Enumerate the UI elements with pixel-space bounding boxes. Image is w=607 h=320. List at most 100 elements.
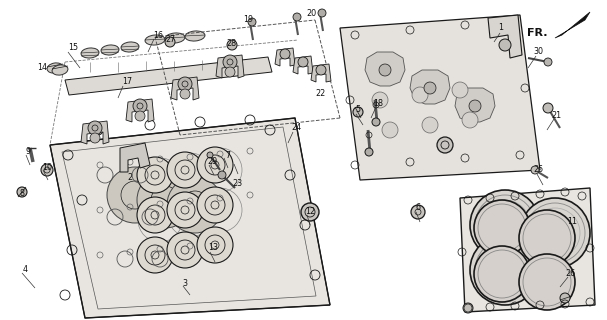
Text: 12: 12 — [305, 207, 315, 217]
Text: 8: 8 — [19, 188, 24, 197]
Circle shape — [379, 64, 391, 76]
Polygon shape — [311, 64, 331, 82]
Circle shape — [462, 112, 478, 128]
Text: 5: 5 — [356, 106, 361, 115]
Circle shape — [353, 107, 363, 117]
Circle shape — [41, 164, 53, 176]
Circle shape — [470, 235, 540, 305]
Text: 1: 1 — [498, 23, 503, 33]
Circle shape — [93, 125, 103, 135]
Ellipse shape — [185, 31, 205, 41]
Circle shape — [135, 111, 145, 121]
Ellipse shape — [165, 33, 185, 43]
Circle shape — [520, 198, 590, 268]
Circle shape — [180, 89, 190, 99]
Circle shape — [474, 246, 530, 302]
Polygon shape — [171, 77, 199, 100]
Circle shape — [372, 118, 380, 126]
Ellipse shape — [52, 65, 68, 75]
Circle shape — [452, 82, 468, 98]
Circle shape — [318, 9, 326, 17]
Circle shape — [543, 103, 553, 113]
Circle shape — [227, 40, 237, 50]
Circle shape — [382, 122, 398, 138]
Polygon shape — [293, 56, 313, 74]
Text: 24: 24 — [291, 124, 301, 132]
Polygon shape — [216, 55, 244, 78]
Polygon shape — [460, 188, 595, 312]
Polygon shape — [455, 88, 495, 122]
Circle shape — [499, 39, 511, 51]
Circle shape — [88, 121, 102, 135]
Ellipse shape — [81, 48, 99, 58]
Text: 9: 9 — [25, 148, 30, 156]
Text: 25: 25 — [534, 165, 544, 174]
Text: 4: 4 — [22, 266, 27, 275]
Text: 17: 17 — [122, 77, 132, 86]
Circle shape — [469, 100, 481, 112]
Text: 11: 11 — [567, 218, 577, 227]
Circle shape — [225, 67, 235, 77]
Circle shape — [133, 99, 147, 113]
Circle shape — [372, 92, 388, 108]
Circle shape — [422, 117, 438, 133]
Polygon shape — [50, 118, 330, 318]
Text: 7: 7 — [225, 150, 231, 159]
Circle shape — [316, 65, 326, 75]
Text: 3: 3 — [183, 278, 188, 287]
Circle shape — [218, 171, 226, 179]
Text: 20: 20 — [306, 9, 316, 18]
Circle shape — [470, 190, 540, 260]
Polygon shape — [126, 99, 154, 122]
Circle shape — [197, 147, 233, 183]
Text: 13: 13 — [208, 244, 218, 252]
Text: 18: 18 — [373, 99, 383, 108]
Text: FR.: FR. — [527, 28, 548, 38]
Circle shape — [107, 167, 163, 223]
Circle shape — [167, 232, 203, 268]
Text: 2: 2 — [127, 173, 132, 182]
Polygon shape — [410, 70, 450, 104]
Text: 26: 26 — [565, 269, 575, 278]
Circle shape — [301, 203, 319, 221]
Polygon shape — [81, 121, 109, 144]
Circle shape — [165, 37, 175, 47]
Circle shape — [519, 254, 575, 310]
Circle shape — [365, 148, 373, 156]
Circle shape — [560, 293, 570, 303]
Text: 6: 6 — [416, 204, 421, 212]
Circle shape — [137, 237, 173, 273]
Circle shape — [137, 157, 173, 193]
Circle shape — [197, 187, 233, 223]
Polygon shape — [275, 48, 295, 66]
Polygon shape — [65, 57, 272, 95]
Text: 19: 19 — [243, 15, 253, 25]
Circle shape — [223, 55, 237, 69]
Circle shape — [167, 192, 203, 228]
Circle shape — [424, 82, 436, 94]
Circle shape — [167, 177, 223, 233]
Circle shape — [298, 57, 308, 67]
Circle shape — [248, 18, 256, 26]
Circle shape — [411, 205, 425, 219]
Circle shape — [463, 303, 473, 313]
Text: 29: 29 — [208, 157, 218, 166]
Text: 10: 10 — [42, 164, 52, 172]
Circle shape — [519, 210, 575, 266]
Text: 27: 27 — [165, 36, 175, 44]
Circle shape — [137, 172, 193, 228]
Polygon shape — [120, 143, 150, 172]
Polygon shape — [365, 52, 405, 86]
Ellipse shape — [101, 45, 119, 55]
Circle shape — [293, 13, 301, 21]
Text: 28: 28 — [226, 38, 236, 47]
Circle shape — [167, 152, 203, 188]
Text: 23: 23 — [232, 179, 242, 188]
Circle shape — [544, 58, 552, 66]
Circle shape — [90, 133, 100, 143]
Circle shape — [207, 152, 213, 158]
Circle shape — [412, 87, 428, 103]
Circle shape — [178, 77, 192, 91]
Circle shape — [474, 200, 530, 256]
Polygon shape — [555, 12, 590, 38]
